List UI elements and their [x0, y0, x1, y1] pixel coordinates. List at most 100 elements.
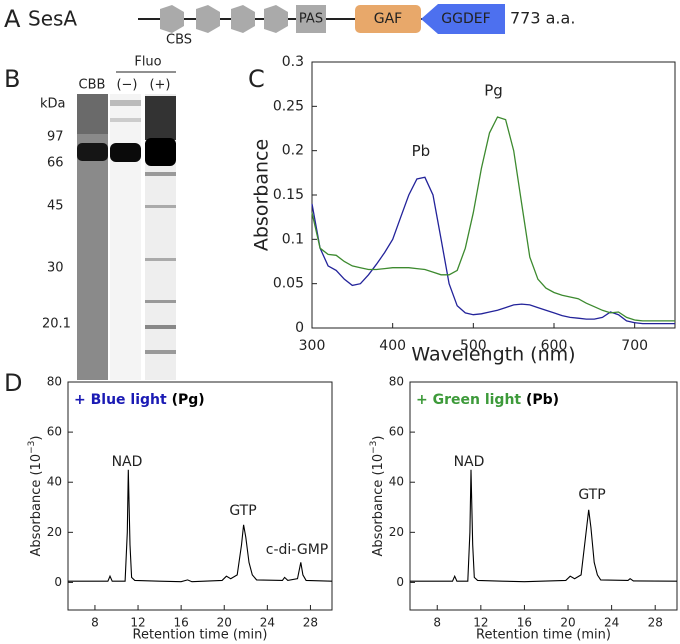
x-tick-label: 500: [460, 338, 487, 354]
domain-label: PAS: [299, 12, 323, 27]
gaf-domain: [355, 5, 421, 33]
lane-label: CBB: [79, 78, 106, 93]
data-line: [311, 176, 675, 325]
plot-frame: [67, 381, 333, 611]
x-tick-label: 300: [299, 338, 326, 354]
protein-length: 773 a.a.: [510, 9, 575, 28]
y-axis-label: Absorbance (10−3): [27, 436, 44, 557]
protein-name: SesA: [28, 7, 77, 31]
cbb-lane: [77, 94, 108, 380]
band: [145, 138, 176, 166]
panel-label: A: [4, 5, 21, 33]
annotation: NAD: [112, 454, 143, 470]
gel-header: Fluo: [134, 55, 161, 70]
mw-unit: kDa: [40, 97, 66, 112]
plot-frame: [409, 381, 678, 611]
band: [145, 300, 176, 303]
cbb-band: [77, 143, 108, 161]
cbb-band: [77, 94, 108, 134]
series-label: Pg: [484, 81, 503, 99]
annotation: GTP: [229, 503, 256, 519]
y-tick-label: 0.2: [282, 143, 304, 159]
y-tick-label: 60: [47, 425, 62, 439]
domain-label: GGDEF: [441, 11, 490, 27]
x-tick-label: 12: [473, 616, 488, 630]
cbs-shape: [231, 5, 255, 33]
annotation: NAD: [454, 454, 485, 470]
x-axis-label: Wavelength (nm): [411, 344, 575, 366]
y-tick-label: 0.05: [273, 276, 304, 292]
x-axis-label: Retention time (min): [476, 628, 611, 643]
y-axis-label: Absorbance: [251, 139, 273, 251]
y-tick-label: 60: [389, 425, 404, 439]
y-tick-label: 40: [389, 475, 404, 489]
domain-label: GAF: [374, 11, 402, 27]
pas-domain: [296, 5, 326, 33]
x-tick-label: 8: [91, 616, 99, 630]
cbs-domains: [160, 5, 288, 33]
annotation: GTP: [578, 487, 605, 503]
mw-marker: 20.1: [42, 317, 71, 332]
y-tick-label: 0.15: [273, 187, 304, 203]
y-tick-label: 0.25: [273, 98, 304, 114]
condition-title: + Blue light (Pg): [74, 392, 205, 408]
plot-frame: [311, 61, 676, 329]
y-axis-label: Absorbance (10−3): [369, 436, 386, 557]
x-axis-label: Retention time (min): [133, 628, 268, 643]
sample: (Pb): [526, 392, 559, 408]
y-tick-label: 40: [47, 475, 62, 489]
x-tick-label: 24: [604, 616, 619, 630]
x-tick-label: 8: [433, 616, 441, 630]
x-tick-label: 16: [174, 616, 189, 630]
y-tick-label: 0.1: [282, 231, 304, 247]
series-label: Pb: [412, 142, 431, 160]
lane-label: (−): [116, 78, 137, 93]
panel-label: C: [248, 65, 265, 93]
y-tick-label: 0: [396, 575, 404, 589]
x-tick-label: 28: [648, 616, 663, 630]
y-tick-label: 80: [47, 375, 62, 389]
x-tick-label: 600: [541, 338, 568, 354]
y-tick-label: 20: [389, 525, 404, 539]
condition: + Blue light: [74, 392, 167, 408]
mw-marker: 45: [47, 199, 64, 214]
annotation: c-di-GMP: [266, 542, 328, 558]
cbs-shape: [264, 5, 288, 33]
panel-label: D: [4, 369, 22, 397]
x-tick-label: 24: [260, 616, 275, 630]
x-tick-label: 20: [217, 616, 232, 630]
lane: [110, 94, 141, 380]
band: [110, 118, 141, 122]
lane-label: (+): [149, 78, 170, 93]
y-tick-label: 0: [295, 320, 304, 336]
panel-label: B: [4, 65, 20, 93]
y-tick-label: 0.3: [282, 54, 304, 70]
x-tick-label: 16: [517, 616, 532, 630]
condition-title: + Green light (Pb): [416, 392, 559, 408]
y-axis-label-part: ): [371, 436, 386, 441]
cbs-shape: [196, 5, 220, 33]
x-tick-label: 20: [560, 616, 575, 630]
x-tick-label: 400: [379, 338, 406, 354]
band: [145, 325, 176, 329]
band: [145, 205, 176, 208]
condition: + Green light: [416, 392, 521, 408]
y-axis-label-part: ): [29, 436, 44, 441]
sample: (Pg): [172, 392, 205, 408]
y-axis-label-part: Absorbance (10: [371, 454, 386, 557]
ggdef-domain: [421, 4, 505, 34]
x-tick-label: 12: [130, 616, 145, 630]
cbs-shape: [160, 5, 184, 33]
x-tick-label: 700: [621, 338, 648, 354]
mw-marker: 30: [47, 261, 64, 276]
band: [145, 258, 176, 261]
y-axis-label-part: Absorbance (10: [29, 454, 44, 557]
data-line: [68, 469, 333, 583]
y-axis-label-part: −3: [27, 441, 37, 454]
x-tick-label: 28: [303, 616, 318, 630]
band: [145, 350, 176, 354]
mw-marker: 66: [47, 156, 64, 171]
y-tick-label: 80: [389, 375, 404, 389]
data-line: [410, 469, 678, 583]
